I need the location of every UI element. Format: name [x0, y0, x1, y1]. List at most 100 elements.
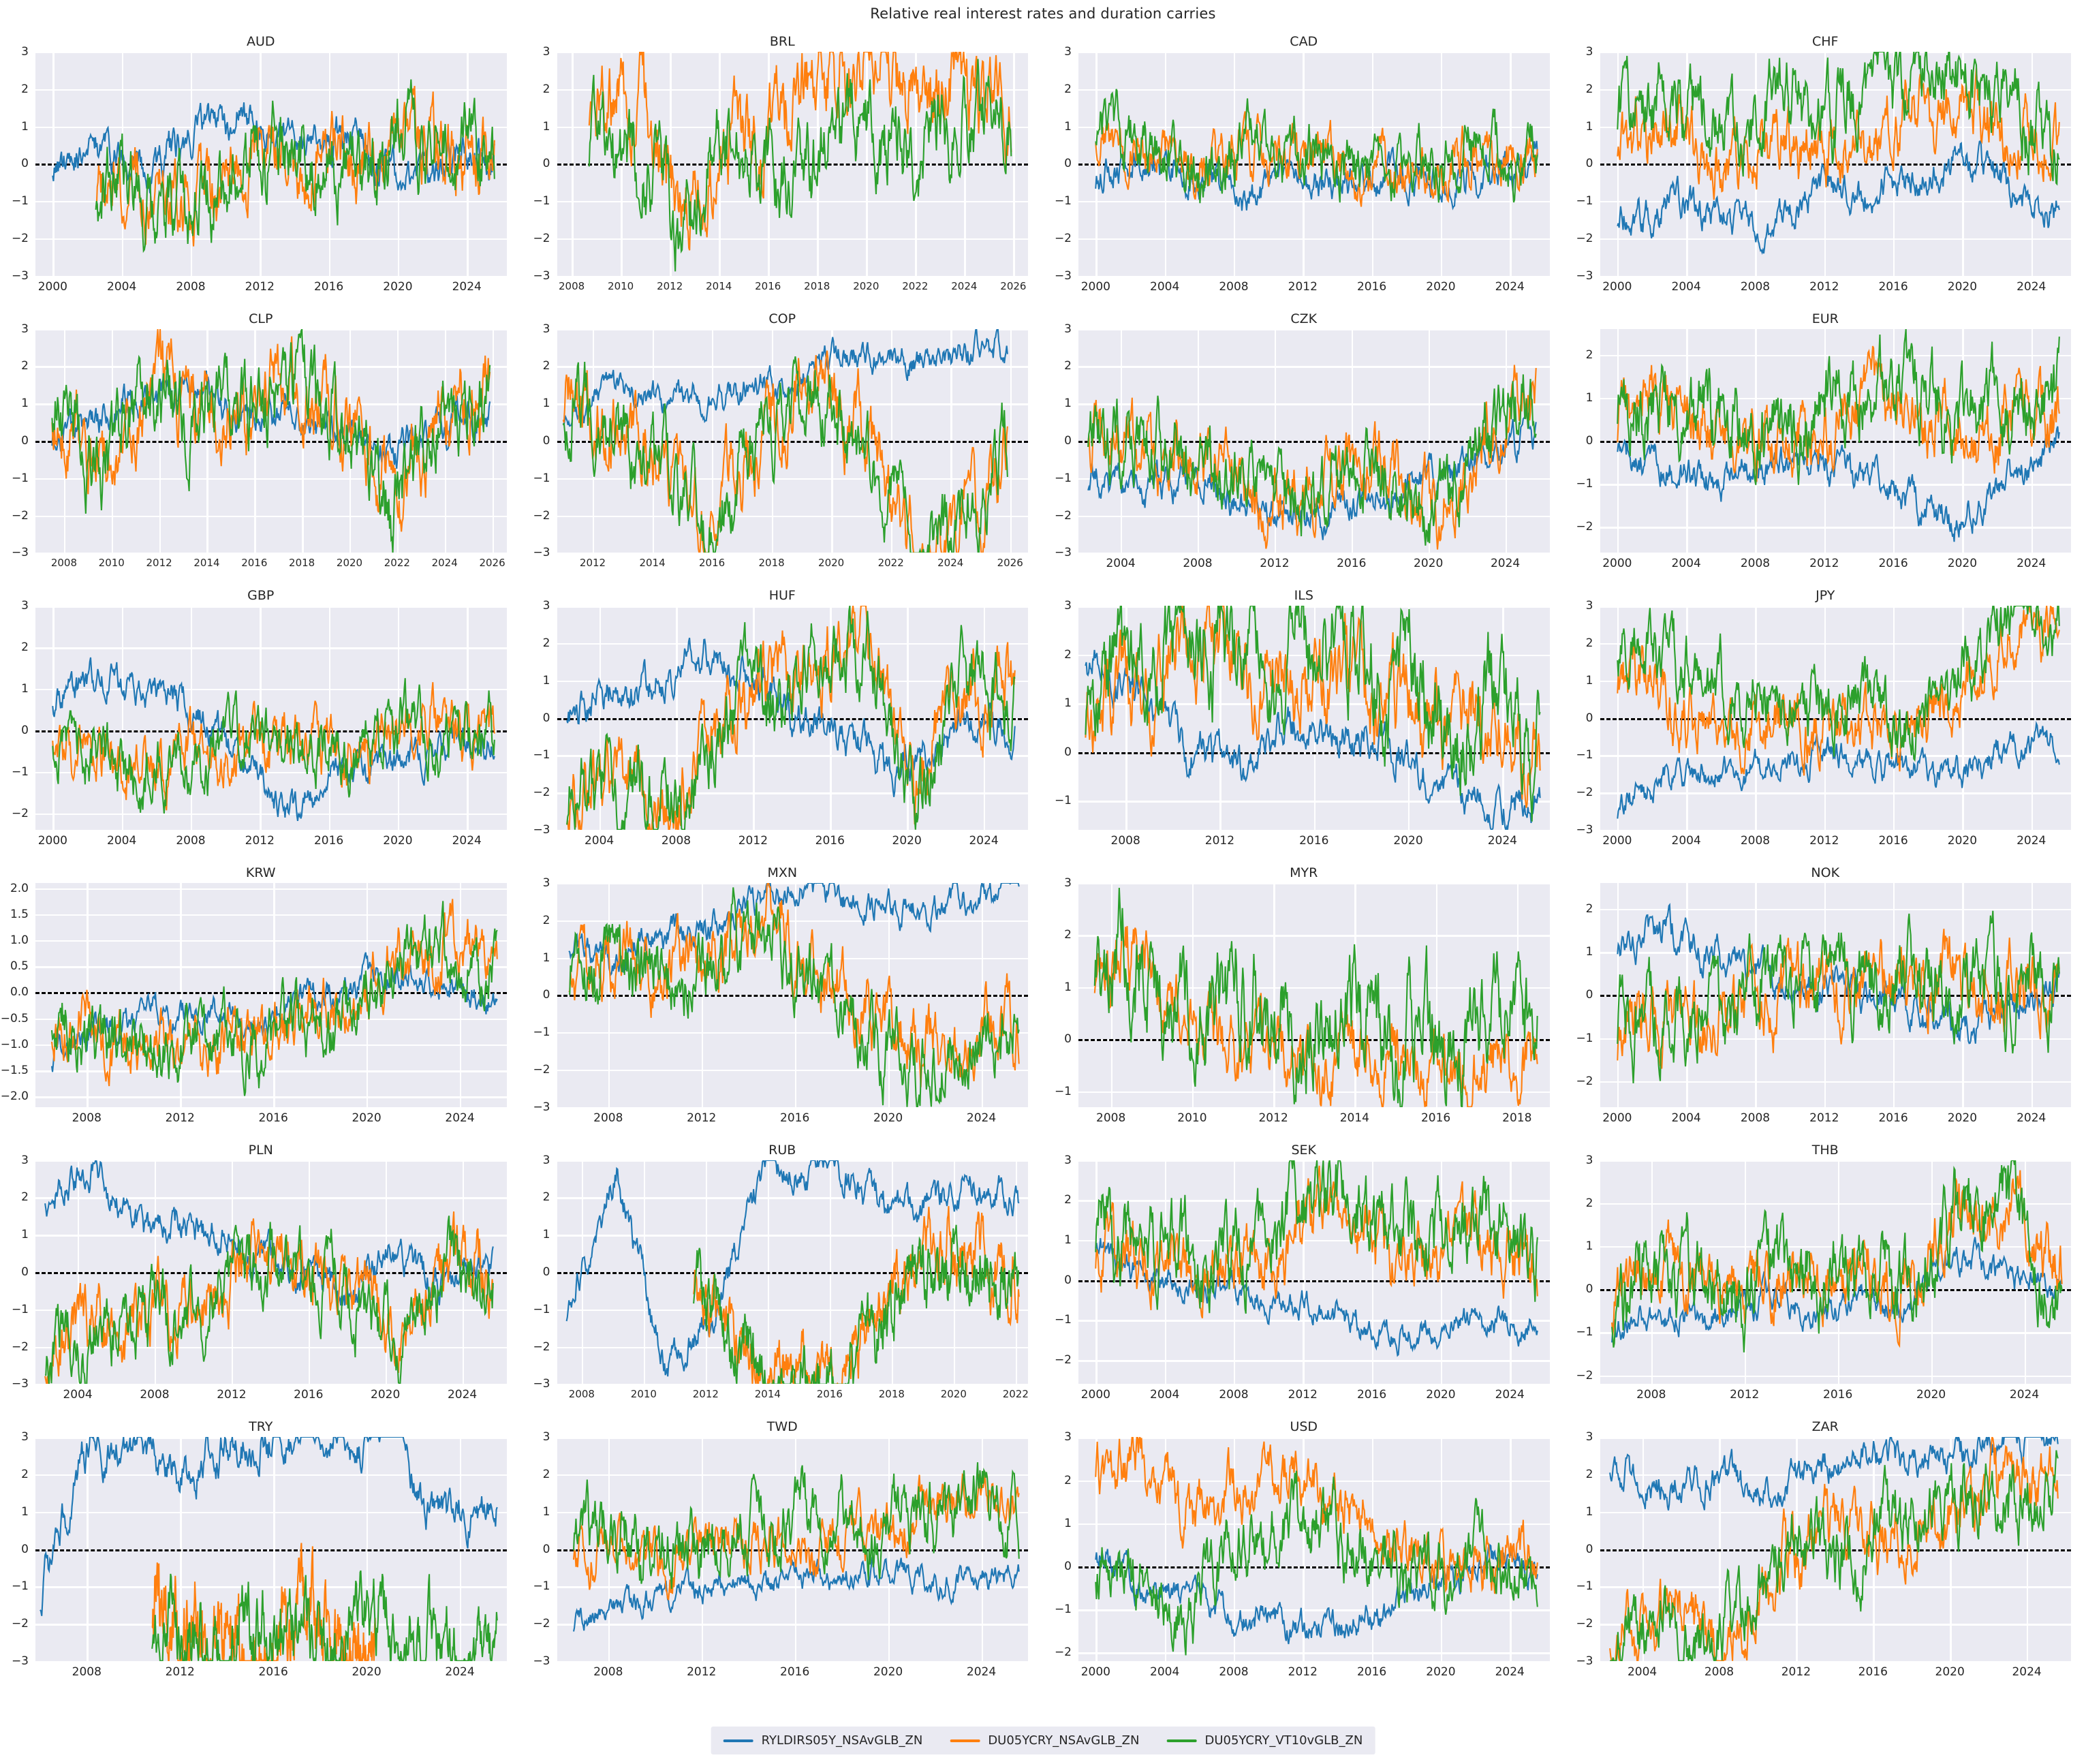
- series-line-DU05YCRY_VT10vGLB_ZN: [52, 329, 490, 553]
- x-axis-labels: 2000 2004 2008 2012 2016 2020 2024: [1600, 557, 2072, 574]
- x-tick-label: 2020: [1947, 833, 1978, 848]
- y-tick-label: 2: [1585, 347, 1593, 362]
- y-tick-label: 1: [542, 1228, 550, 1242]
- x-tick-label: 2020: [352, 1665, 382, 1679]
- zero-reference-line: [557, 1271, 1028, 1274]
- y-tick-label: −2: [533, 231, 550, 245]
- x-tick-label: 2004: [1627, 1665, 1657, 1679]
- x-tick-label: 2004: [1671, 279, 1701, 294]
- y-tick-label: 3: [21, 1153, 29, 1167]
- legend-item[interactable]: DU05YCRY_NSAvGLB_ZN: [950, 1733, 1139, 1748]
- y-tick-label: 1: [1064, 696, 1072, 711]
- x-tick-label: 2000: [1602, 833, 1632, 848]
- subplot-chf: CHF −3 −2 −1 0 1 2 3 2000 2004 2008 2012 2016 2020 202…: [1565, 33, 2086, 310]
- subplot-myr: MYR −1 0 1 2 3 2008 2010 2012 2014 2016 2018: [1043, 864, 1565, 1141]
- x-tick-label: 2024: [1487, 833, 1517, 848]
- x-tick-label: 2024: [966, 1111, 997, 1125]
- series-lines: [35, 329, 507, 553]
- x-axis-labels: 2000 2004 2008 2012 2016 2020 2024: [1600, 280, 2072, 298]
- series-line-RYLDIRS05Y_NSAvGLB_ZN: [574, 1558, 1019, 1632]
- x-axis-labels: 2004 2008 2012 2016 2020 2024: [35, 1388, 507, 1406]
- x-tick-label: 2000: [37, 279, 67, 294]
- zero-reference-line: [1078, 1039, 1550, 1042]
- y-tick-label: 1: [1064, 1233, 1072, 1248]
- y-tick-label: −2: [1576, 1368, 1593, 1382]
- x-axis-labels: 2000 2004 2008 2012 2016 2020 2024: [1078, 1388, 1550, 1406]
- plot-area: [35, 328, 507, 553]
- x-tick-label: 2000: [1080, 1388, 1110, 1402]
- x-tick-label: 2008: [1183, 557, 1213, 571]
- series-line-RYLDIRS05Y_NSAvGLB_ZN: [1617, 724, 2059, 819]
- zero-reference-line: [1078, 164, 1550, 166]
- subplot-sek: SEK −2 −1 0 1 2 3 2000 2004 2008 2012 2016 2020 2024: [1043, 1141, 1565, 1419]
- series-line-DU05YCRY_VT10vGLB_ZN: [52, 679, 495, 814]
- y-tick-label: −1: [11, 1579, 29, 1594]
- y-tick-label: −3: [11, 1654, 29, 1668]
- subplot-zar: ZAR −3 −2 −1 0 1 2 3 2004 2008 2012 2016 2020 2024: [1565, 1418, 2086, 1695]
- x-tick-label: 2024: [2017, 557, 2046, 571]
- x-axis-labels: 2000 2004 2008 2012 2016 2020 2024: [1600, 1111, 2072, 1129]
- y-tick-label: 0: [21, 1265, 29, 1279]
- y-tick-label: −2: [1576, 231, 1593, 245]
- x-tick-label: 2008: [1740, 833, 1771, 848]
- x-tick-label: 2022: [877, 557, 904, 570]
- x-tick-label: 2012: [146, 557, 172, 570]
- legend-label: RYLDIRS05Y_NSAvGLB_ZN: [761, 1733, 923, 1748]
- x-tick-label: 2012: [738, 833, 768, 848]
- x-tick-label: 2008: [593, 1665, 623, 1679]
- series-line-DU05YCRY_NSAvGLB_ZN: [567, 606, 1015, 830]
- y-tick-label: 0: [542, 157, 550, 171]
- series-line-DU05YCRY_VT10vGLB_ZN: [1088, 374, 1536, 545]
- x-tick-label: 2008: [1636, 1388, 1666, 1402]
- y-tick-label: 0: [1064, 1032, 1072, 1047]
- plot-area: [1600, 1437, 2071, 1661]
- x-tick-label: 2022: [384, 557, 410, 570]
- x-tick-label: 2016: [313, 833, 344, 848]
- y-tick-label: 3: [542, 876, 550, 890]
- x-axis-labels: 2004 2008 2012 2016 2020 2024: [557, 834, 1029, 852]
- y-tick-label: −3: [533, 1100, 550, 1114]
- series-lines: [1600, 329, 2072, 553]
- subplot-try: TRY −3 −2 −1 0 1 2 3 2008 2012 2016 2020 2024: [0, 1418, 522, 1695]
- y-tick-label: 2: [1064, 928, 1072, 942]
- y-tick-label: −3: [1576, 268, 1593, 283]
- legend-item[interactable]: RYLDIRS05Y_NSAvGLB_ZN: [723, 1733, 923, 1748]
- y-tick-label: 2: [1064, 82, 1072, 96]
- series-line-DU05YCRY_VT10vGLB_ZN: [1095, 888, 1538, 1107]
- subplot-huf: HUF −3 −2 −1 0 1 2 3 2004 2008 2012 2016 2020 2024: [522, 587, 1044, 864]
- series-lines: [35, 606, 507, 830]
- x-tick-label: 2008: [1096, 1111, 1126, 1125]
- legend-item[interactable]: DU05YCRY_VT10vGLB_ZN: [1166, 1733, 1363, 1748]
- x-tick-label: 2024: [445, 1111, 475, 1125]
- series-line-DU05YCRY_NSAvGLB_ZN: [1617, 346, 2059, 482]
- series-lines: [35, 1160, 507, 1384]
- y-axis-labels: −2.0 −1.5 −1.0 −0.5 0.0 0.5 1.0 1.5 2.0: [0, 882, 34, 1107]
- y-tick-label: 1: [1064, 1516, 1072, 1530]
- x-tick-label: 2004: [1150, 279, 1180, 294]
- subplot-twd: TWD −3 −2 −1 0 1 2 3 2008 2012 2016 2020 2024: [522, 1418, 1044, 1695]
- x-tick-label: 2008: [1704, 1665, 1734, 1679]
- y-tick-label: −2: [533, 508, 550, 523]
- x-tick-label: 2012: [1288, 1665, 1318, 1679]
- plot-area: [35, 1437, 507, 1661]
- x-tick-label: 2020: [336, 557, 363, 570]
- y-tick-label: −1: [533, 1579, 550, 1594]
- figure-legend: RYLDIRS05Y_NSAvGLB_ZN DU05YCRY_NSAvGLB_ZN…: [711, 1727, 1375, 1754]
- x-tick-label: 2020: [1414, 557, 1444, 571]
- x-axis-labels: 2012 2014 2016 2018 2020 2022 2024 2026: [557, 557, 1029, 574]
- series-line-DU05YCRY_VT10vGLB_ZN: [1617, 52, 2059, 184]
- x-axis-labels: 2000 2004 2008 2012 2016 2020 2024: [35, 280, 507, 298]
- subplot-rub: RUB −3 −2 −1 0 1 2 3 2008 2010 2012 2014 2016 2018 202…: [522, 1141, 1044, 1419]
- y-tick-label: 1: [1585, 119, 1593, 134]
- x-tick-label: 2026: [479, 557, 505, 570]
- x-tick-label: 2020: [1947, 1111, 1978, 1125]
- x-tick-label: 2024: [447, 1388, 478, 1402]
- series-line-RYLDIRS05Y_NSAvGLB_ZN: [45, 1160, 493, 1305]
- legend-color-swatch: [950, 1739, 980, 1742]
- y-tick-label: 1: [542, 397, 550, 411]
- series-line-DU05YCRY_VT10vGLB_ZN: [1617, 911, 2059, 1083]
- y-axis-labels: −2 −1 0 1 2 3: [1565, 1154, 1599, 1384]
- series-lines: [557, 606, 1029, 830]
- x-tick-label: 2012: [245, 279, 275, 294]
- y-axis-labels: −3 −2 −1 0 1 2 3: [0, 322, 34, 560]
